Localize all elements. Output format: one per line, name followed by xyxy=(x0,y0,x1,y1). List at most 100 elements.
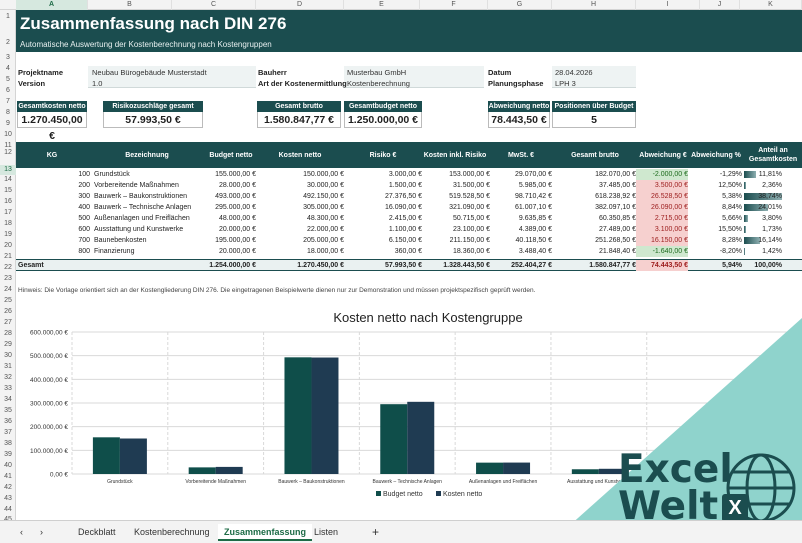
row-header-2[interactable]: 2 xyxy=(6,39,10,46)
row-header-30[interactable]: 30 xyxy=(4,352,12,359)
cell-kg[interactable]: 700 xyxy=(78,237,90,244)
cell-brutto[interactable]: 618.238,92 € xyxy=(595,193,636,200)
add-sheet-button[interactable]: + xyxy=(372,525,380,539)
cell-brutto[interactable]: 27.489,00 € xyxy=(599,226,636,233)
cell-kg[interactable]: 500 xyxy=(78,215,90,222)
cell-anteil[interactable]: 1,42% xyxy=(762,248,782,255)
cell-mwst[interactable]: 61.007,10 € xyxy=(515,204,552,211)
table-row[interactable]: 600 Ausstattung und Kunstwerke 20.000,00 €… xyxy=(16,224,802,235)
row-header-34[interactable]: 34 xyxy=(4,396,12,403)
row-header-39[interactable]: 39 xyxy=(4,451,12,458)
cell-mwst[interactable]: 98.710,42 € xyxy=(515,193,552,200)
column-header-G[interactable]: G xyxy=(488,0,552,10)
tab-kostenberechnung[interactable]: Kostenberechnung xyxy=(134,527,210,537)
row-header-40[interactable]: 40 xyxy=(4,462,12,469)
tab-prev-button[interactable]: ‹ xyxy=(20,527,23,537)
table-row[interactable]: 400 Bauwerk – Technische Anlagen 295.000,0… xyxy=(16,202,802,213)
cell-risiko[interactable]: 1.500,00 € xyxy=(388,182,422,189)
total-cell[interactable]: 1.270.450,00 € xyxy=(297,262,344,269)
row-header-24[interactable]: 24 xyxy=(4,286,12,293)
value-projektname[interactable]: Neubau Bürogebäude Musterstadt xyxy=(92,68,207,77)
cell-inkl[interactable]: 211.150,00 € xyxy=(449,237,490,244)
cell-kosten[interactable]: 22.000,00 € xyxy=(307,226,344,233)
cell-brutto[interactable]: 37.485,00 € xyxy=(599,182,636,189)
cell-risiko[interactable]: 27.376,50 € xyxy=(385,193,422,200)
cell-kg[interactable]: 300 xyxy=(78,193,90,200)
cell-kg[interactable]: 600 xyxy=(78,226,90,233)
row-header-7[interactable]: 7 xyxy=(6,98,10,105)
row-header-8[interactable]: 8 xyxy=(6,109,10,116)
cell-risiko[interactable]: 2.415,00 € xyxy=(388,215,422,222)
table-row[interactable]: 800 Finanzierung 20.000,00 € 18.000,00 € 360… xyxy=(16,246,802,257)
cell-kg[interactable]: 800 xyxy=(78,248,90,255)
cell-kg[interactable]: 200 xyxy=(78,182,90,189)
cell-bez[interactable]: Ausstattung und Kunstwerke xyxy=(94,226,184,233)
total-cell[interactable]: 1.328.443,50 € xyxy=(443,262,490,269)
cell-kosten[interactable]: 305.000,00 € xyxy=(303,204,344,211)
cell-anteil[interactable]: 1,73% xyxy=(762,226,782,233)
cell-brutto[interactable]: 21.848,40 € xyxy=(599,248,636,255)
row-header-16[interactable]: 16 xyxy=(4,198,12,205)
cell-abwp[interactable]: 5,38% xyxy=(722,193,742,200)
kpi-value-brutto[interactable]: 1.580.847,77 € xyxy=(257,112,341,128)
column-header-I[interactable]: I xyxy=(636,0,700,10)
tab-deckblatt[interactable]: Deckblatt xyxy=(78,527,116,537)
cell-mwst[interactable]: 5.985,00 € xyxy=(518,182,552,189)
cell-budget[interactable]: 295.000,00 € xyxy=(215,204,256,211)
cell-kosten[interactable]: 30.000,00 € xyxy=(307,182,344,189)
cell-budget[interactable]: 493.000,00 € xyxy=(215,193,256,200)
kpi-value-gesamtkosten[interactable]: 1.270.450,00 € xyxy=(17,112,87,142)
cell-anteil[interactable]: 16,14% xyxy=(758,237,782,244)
cell-kg[interactable]: 400 xyxy=(78,204,90,211)
row-header-42[interactable]: 42 xyxy=(4,484,12,491)
row-header-35[interactable]: 35 xyxy=(4,407,12,414)
cell-inkl[interactable]: 50.715,00 € xyxy=(453,215,490,222)
row-header-10[interactable]: 10 xyxy=(4,131,12,138)
row-header-27[interactable]: 27 xyxy=(4,319,12,326)
row-header-38[interactable]: 38 xyxy=(4,440,12,447)
cell-bez[interactable]: Außenanlagen und Freiflächen xyxy=(94,215,190,222)
value-phase[interactable]: LPH 3 xyxy=(555,79,576,88)
row-header-23[interactable]: 23 xyxy=(4,275,12,282)
row-header-18[interactable]: 18 xyxy=(4,220,12,227)
row-header-22[interactable]: 22 xyxy=(4,264,12,271)
cell-brutto[interactable]: 60.350,85 € xyxy=(599,215,636,222)
row-header-3[interactable]: 3 xyxy=(6,54,10,61)
cell-brutto[interactable]: 182.070,00 € xyxy=(595,171,636,178)
total-cell[interactable]: 5,94% xyxy=(722,262,742,269)
value-version[interactable]: 1.0 xyxy=(92,79,103,88)
cell-abwp[interactable]: -1,29% xyxy=(719,171,742,178)
total-cell[interactable]: 57.993,50 € xyxy=(385,262,422,269)
total-cell[interactable]: 100,00% xyxy=(754,262,782,269)
column-header-A[interactable]: A xyxy=(16,0,88,10)
cell-inkl[interactable]: 321.090,00 € xyxy=(449,204,490,211)
cell-abw[interactable]: 26.528,50 € xyxy=(636,191,688,202)
row-header-17[interactable]: 17 xyxy=(4,209,12,216)
cell-abwp[interactable]: 8,28% xyxy=(722,237,742,244)
cell-risiko[interactable]: 1.100,00 € xyxy=(388,226,422,233)
chart[interactable]: Kosten netto nach Kostengruppe 0,00 € 100.… xyxy=(16,302,802,520)
cell-bez[interactable]: Bauwerk – Baukonstruktionen xyxy=(94,193,187,200)
column-header-F[interactable]: F xyxy=(420,0,488,10)
value-datum[interactable]: 28.04.2026 xyxy=(555,68,593,77)
row-header-6[interactable]: 6 xyxy=(6,87,10,94)
row-header-28[interactable]: 28 xyxy=(4,330,12,337)
table-row[interactable]: 200 Vorbereitende Maßnahmen 28.000,00 € 30.… xyxy=(16,180,802,191)
cell-budget[interactable]: 155.000,00 € xyxy=(215,171,256,178)
row-header-36[interactable]: 36 xyxy=(4,418,12,425)
table-total-row[interactable]: Gesamt 1.254.000,00 € 1.270.450,00 € 57.993… xyxy=(16,259,802,271)
cell-budget[interactable]: 28.000,00 € xyxy=(219,182,256,189)
cell-inkl[interactable]: 153.000,00 € xyxy=(449,171,490,178)
row-header-12[interactable]: 12 xyxy=(4,149,12,156)
cell-budget[interactable]: 20.000,00 € xyxy=(219,248,256,255)
cell-abwp[interactable]: -8,20% xyxy=(719,248,742,255)
total-cell[interactable]: 252.404,27 € xyxy=(511,262,552,269)
cell-abw[interactable]: 16.150,00 € xyxy=(636,235,688,246)
cell-inkl[interactable]: 18.360,00 € xyxy=(453,248,490,255)
cell-kosten[interactable]: 492.150,00 € xyxy=(303,193,344,200)
cell-anteil[interactable]: 24,01% xyxy=(758,204,782,211)
cell-kosten[interactable]: 48.300,00 € xyxy=(307,215,344,222)
cell-abwp[interactable]: 15,50% xyxy=(718,226,742,233)
kpi-value-positionen[interactable]: 5 xyxy=(552,112,636,128)
row-header-37[interactable]: 37 xyxy=(4,429,12,436)
